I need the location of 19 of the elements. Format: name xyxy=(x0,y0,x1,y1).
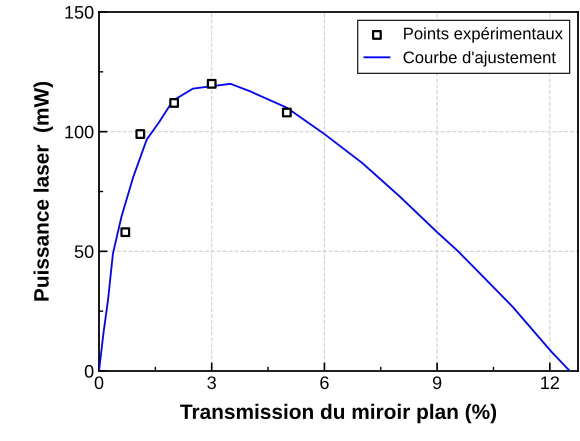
line-series xyxy=(99,82,571,371)
point xyxy=(282,108,292,118)
x-tick-label: 0 xyxy=(94,376,104,390)
x-axis-title: Transmission du miroir plan (%) xyxy=(180,404,496,424)
y-tick-label: 50 xyxy=(74,245,94,258)
point xyxy=(120,227,130,238)
y-tick-label: 150 xyxy=(65,6,94,19)
y-tick-label: 0 xyxy=(84,364,94,378)
point xyxy=(169,98,180,108)
legend-label: Courbe d'ajustement xyxy=(404,51,556,67)
x-tick-label: 3 xyxy=(207,376,216,390)
point xyxy=(206,78,217,89)
y-tick-label: 100 xyxy=(65,126,94,138)
point xyxy=(135,129,146,139)
x-tick-label: 6 xyxy=(320,376,329,390)
y-axis-title: Puissance laser (mW) xyxy=(33,82,53,301)
legend-label: Points expérimentaux xyxy=(404,27,563,43)
x-tick-label: 9 xyxy=(432,376,442,390)
x-tick-label: 12 xyxy=(541,376,559,389)
